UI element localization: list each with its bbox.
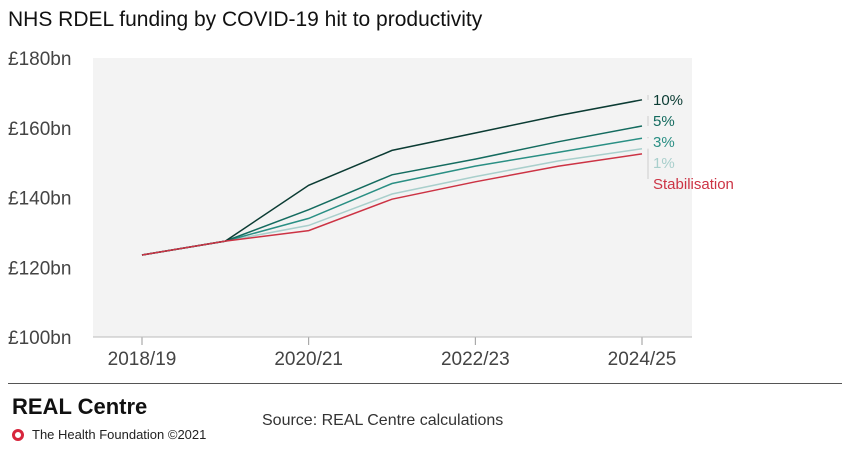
x-axis-labels: 2018/19 2020/21 2022/23 2024/25 bbox=[108, 349, 677, 370]
series-label-stabilisation: Stabilisation bbox=[653, 176, 734, 193]
series-lines bbox=[141, 99, 643, 256]
series-label-3pct: 3% bbox=[653, 134, 675, 151]
y-tick-label: £140bn bbox=[8, 189, 71, 210]
x-axis-ticks bbox=[93, 336, 692, 345]
series-line-stabilisation bbox=[141, 153, 643, 256]
y-tick-label: £180bn bbox=[8, 49, 71, 70]
series-label-1pct: 1% bbox=[653, 155, 675, 172]
org-name: The Health Foundation ©2021 bbox=[32, 427, 207, 442]
series-label-5pct: 5% bbox=[653, 113, 675, 130]
footer-divider bbox=[8, 383, 842, 384]
x-tick-label: 2020/21 bbox=[274, 349, 343, 370]
plot-background bbox=[93, 58, 692, 337]
y-tick-label: £100bn bbox=[8, 328, 71, 349]
source-note: Source: REAL Centre calculations bbox=[262, 412, 504, 429]
x-tick-label: 2018/19 bbox=[108, 349, 177, 370]
series-label-10pct: 10% bbox=[653, 92, 683, 109]
line-chart: 2018/19 2020/21 2022/23 2024/25 £100bn £120b… bbox=[8, 49, 734, 370]
chart-title: NHS RDEL funding by COVID-19 hit to prod… bbox=[8, 8, 483, 31]
y-tick-label: £120bn bbox=[8, 258, 71, 279]
y-axis-labels: £100bn £120bn £140bn £160bn £180bn bbox=[8, 49, 71, 349]
y-tick-label: £160bn bbox=[8, 119, 71, 140]
x-tick-label: 2024/25 bbox=[608, 349, 677, 370]
series-labels: 10% 5% 3% 1% Stabilisation bbox=[647, 92, 734, 193]
x-tick-label: 2022/23 bbox=[441, 349, 510, 370]
org-row: The Health Foundation ©2021 bbox=[12, 427, 206, 442]
brand-name: REAL Centre bbox=[12, 394, 148, 419]
health-foundation-logo-icon bbox=[12, 428, 24, 441]
